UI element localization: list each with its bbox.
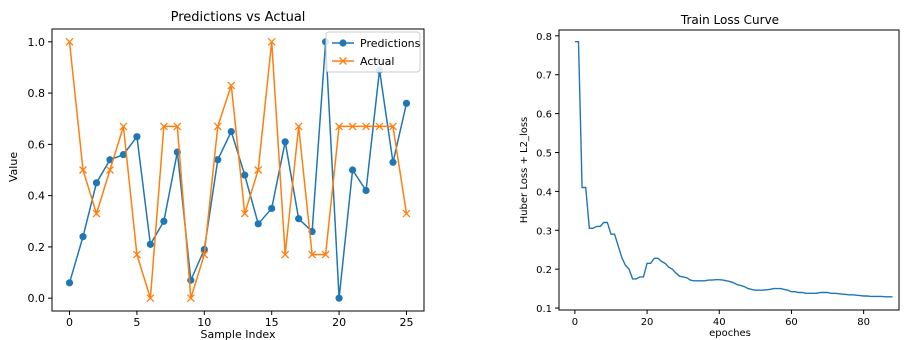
actual-point <box>92 209 101 218</box>
actual-point <box>65 37 74 46</box>
x-tick-label: 15 <box>265 316 279 329</box>
prediction-point <box>281 138 289 146</box>
chart2-y-axis-label: Huber Loss + L2_loss <box>519 117 530 224</box>
y-tick-label: 0.5 <box>536 149 552 160</box>
prediction-point <box>146 240 154 248</box>
chart1-frame <box>51 28 425 312</box>
actual-point <box>173 122 182 131</box>
actual-point <box>119 122 128 131</box>
x-tick-label: 25 <box>399 316 413 329</box>
actual-point <box>254 166 263 174</box>
legend-item: Actual <box>332 55 394 68</box>
y-tick-label: 0.8 <box>28 87 46 100</box>
train-loss-curve-chart: Train Loss Curve epoches Huber Loss + L2… <box>519 13 900 339</box>
chart1-title: Predictions vs Actual <box>171 10 306 25</box>
y-tick-label: 0.6 <box>536 110 552 121</box>
y-tick-label: 0.6 <box>28 138 46 151</box>
prediction-point <box>402 99 411 107</box>
prediction-point <box>92 179 101 187</box>
chart2-frame <box>558 29 900 311</box>
y-tick-label: 0.1 <box>536 304 552 315</box>
loss-line <box>574 40 893 298</box>
actual-point <box>200 250 209 259</box>
prediction-point <box>362 186 370 195</box>
predictions-vs-actual-chart: Predictions vs Actual Sample Index Value… <box>7 10 425 340</box>
prediction-point <box>133 133 141 141</box>
chart2-series <box>574 40 893 298</box>
actual-point <box>132 250 141 259</box>
x-tick-label: 20 <box>332 316 346 329</box>
chart2-title: Train Loss Curve <box>680 13 779 27</box>
prediction-point <box>295 215 303 223</box>
y-tick-label: 0.7 <box>536 71 552 82</box>
legend-label: Predictions <box>360 37 421 50</box>
legend-box <box>325 31 421 73</box>
x-tick-label: 0 <box>572 317 578 328</box>
prediction-point <box>187 276 195 284</box>
y-tick-label: 0.2 <box>536 265 552 276</box>
actual-point <box>294 122 303 131</box>
prediction-point <box>335 294 343 302</box>
actual-point <box>227 81 236 90</box>
chart1-series <box>65 37 411 303</box>
x-tick-label: 60 <box>785 317 798 328</box>
y-tick-label: 0.8 <box>536 32 552 43</box>
x-tick-label: 0 <box>66 316 73 329</box>
prediction-point <box>214 156 222 164</box>
prediction-point <box>106 156 114 164</box>
chart1-ticks: 0 5 10 15 20 25 0.0 0.2 0.4 0.6 0.8 1.0 <box>28 36 414 329</box>
chart2-ticks: 0 20 40 60 80 0.1 0.2 0.3 0.4 0.5 0.6 0.7 0.8 <box>536 32 870 328</box>
actual-point <box>267 37 276 46</box>
actual-point <box>213 122 222 131</box>
prediction-point <box>160 217 168 225</box>
legend-marker <box>339 39 347 47</box>
prediction-point <box>241 171 249 179</box>
prediction-point <box>65 279 74 287</box>
x-tick-label: 5 <box>133 316 140 329</box>
legend-item: Predictions <box>332 37 421 50</box>
x-tick-label: 10 <box>197 316 211 329</box>
actual-point <box>402 209 411 218</box>
chart1-legend: Predictions Actual <box>325 31 421 73</box>
actual-point <box>186 294 195 303</box>
prediction-point <box>119 151 128 159</box>
actual-point <box>159 122 168 131</box>
chart1-y-axis-label: Value <box>7 152 20 182</box>
y-tick-label: 0.4 <box>536 187 552 198</box>
x-tick-label: 40 <box>713 317 726 328</box>
actual-point <box>308 250 317 259</box>
actual-point <box>389 122 397 131</box>
y-tick-label: 0.2 <box>28 241 46 254</box>
actual-point <box>321 250 330 259</box>
chart2-x-axis-label: epoches <box>709 328 751 339</box>
actual-point <box>375 122 384 131</box>
prediction-point <box>268 204 276 213</box>
x-tick-label: 80 <box>857 317 870 328</box>
y-tick-label: 0.4 <box>28 190 46 203</box>
actual-point <box>146 294 155 303</box>
prediction-point <box>389 158 397 166</box>
actual-point <box>79 166 87 174</box>
actual-point <box>281 250 290 259</box>
legend-marker <box>339 57 347 65</box>
y-tick-label: 0.0 <box>28 292 46 305</box>
actual-point <box>105 166 114 174</box>
actual-point <box>335 122 344 131</box>
actual-point <box>348 122 357 131</box>
actual-point <box>240 209 249 218</box>
y-tick-label: 0.3 <box>536 226 552 237</box>
prediction-point <box>227 127 235 136</box>
actual-point <box>362 122 371 131</box>
prediction-point <box>348 166 357 174</box>
x-tick-label: 20 <box>641 317 654 328</box>
y-tick-label: 1.0 <box>28 36 46 49</box>
prediction-point <box>79 233 87 241</box>
legend-label: Actual <box>360 55 394 68</box>
prediction-point <box>254 220 262 228</box>
chart1-x-axis-label: Sample Index <box>200 328 276 340</box>
actual-line <box>68 41 408 299</box>
